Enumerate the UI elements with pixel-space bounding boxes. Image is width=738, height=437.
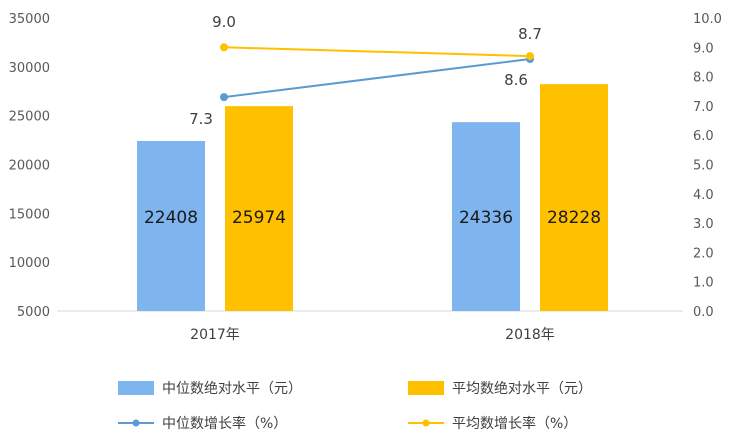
bar-data-label: 22408 <box>144 208 198 228</box>
legend-marker <box>422 419 430 427</box>
legend-label: 平均数增长率（%） <box>452 415 577 432</box>
right-tick-label: 2.0 <box>693 246 714 261</box>
bar-median-1 <box>452 122 520 311</box>
left-tick-label: 35000 <box>9 12 50 27</box>
left-axis: 5000 10000 15000 20000 25000 30000 35000 <box>9 12 50 320</box>
line-mean-growth <box>223 46 531 58</box>
bar-data-label: 24336 <box>459 208 513 228</box>
left-tick-label: 25000 <box>9 110 50 125</box>
bar-data-label: 28228 <box>547 208 601 228</box>
legend-marker <box>132 419 140 427</box>
legend-swatch <box>408 381 444 395</box>
right-tick-label: 3.0 <box>693 217 714 232</box>
legend-swatch <box>118 381 154 395</box>
legend: 中位数绝对水平（元） 平均数绝对水平（元） 中位数增长率（%） 平均数增长率（%） <box>118 381 592 432</box>
right-tick-label: 0.0 <box>693 305 714 320</box>
line-point <box>220 93 228 102</box>
category-label: 2017年 <box>190 327 240 343</box>
right-tick-label: 6.0 <box>693 129 714 144</box>
bar-data-label: 25974 <box>232 208 286 228</box>
left-tick-label: 5000 <box>17 305 50 320</box>
bar-labels: 22408 24336 25974 28228 <box>144 208 601 228</box>
line-data-label: 8.6 <box>504 71 528 89</box>
category-labels: 2017年 2018年 <box>190 327 555 343</box>
line-data-label: 7.3 <box>189 110 213 128</box>
line-point <box>220 43 228 52</box>
line-data-label: 9.0 <box>212 13 236 31</box>
line-point <box>526 52 534 61</box>
left-tick-label: 20000 <box>9 159 50 174</box>
left-tick-label: 10000 <box>9 256 50 271</box>
legend-label: 中位数绝对水平（元） <box>162 381 302 397</box>
left-tick-label: 30000 <box>9 61 50 76</box>
right-tick-label: 8.0 <box>693 71 714 86</box>
left-tick-label: 15000 <box>9 207 50 222</box>
right-tick-label: 4.0 <box>693 188 714 203</box>
lines: 7.3 8.6 9.0 8.7 <box>189 13 542 128</box>
legend-label: 中位数增长率（%） <box>162 415 287 432</box>
right-tick-label: 9.0 <box>693 41 714 56</box>
right-tick-label: 10.0 <box>693 12 722 27</box>
legend-label: 平均数绝对水平（元） <box>452 381 592 397</box>
line-median-growth <box>223 58 531 99</box>
bars <box>137 84 608 312</box>
bar-mean-0 <box>225 106 293 311</box>
right-tick-label: 7.0 <box>693 100 714 115</box>
category-label: 2018年 <box>505 327 555 343</box>
right-tick-label: 5.0 <box>693 159 714 174</box>
bar-median-0 <box>137 140 205 311</box>
line-data-label: 8.7 <box>518 25 542 43</box>
bar-mean-1 <box>540 84 608 312</box>
right-axis: 0.0 1.0 2.0 3.0 4.0 5.0 6.0 7.0 8.0 9.0 10.0 <box>693 12 722 320</box>
right-tick-label: 1.0 <box>693 276 714 291</box>
